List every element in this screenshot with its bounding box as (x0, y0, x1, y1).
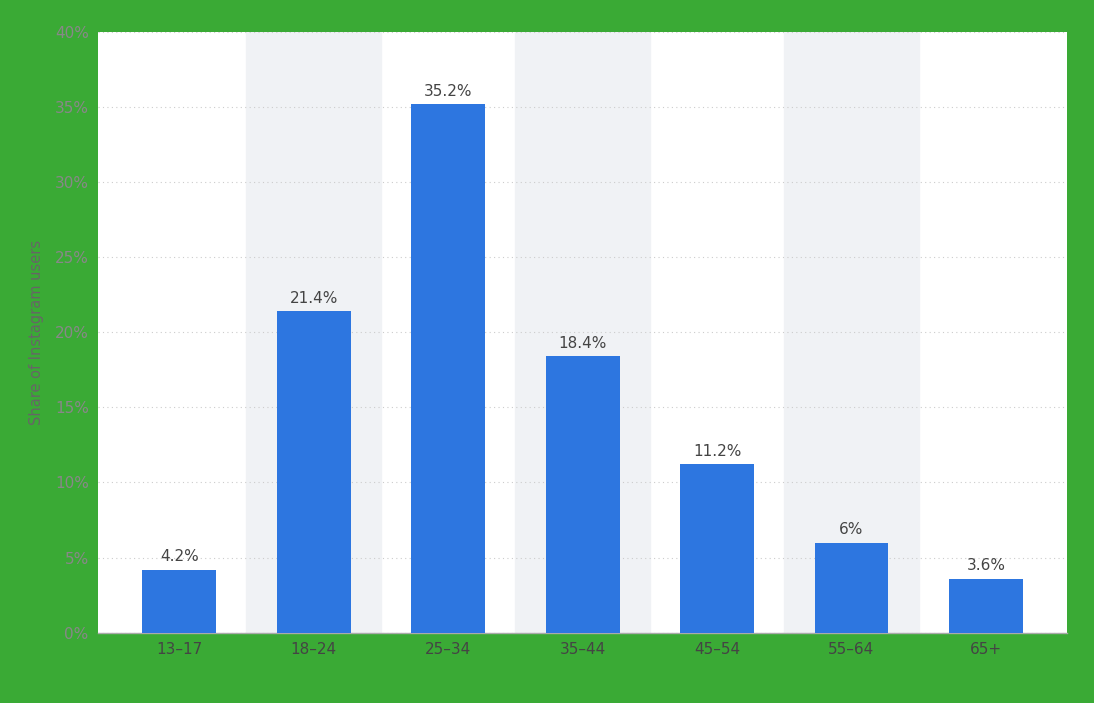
Bar (411, 104, 485, 633)
Bar (515, 32, 650, 633)
Text: 6%: 6% (839, 522, 863, 537)
Bar (815, 543, 888, 633)
Y-axis label: Share of Instagram users: Share of Instagram users (28, 240, 44, 425)
Text: 11.2%: 11.2% (693, 444, 742, 459)
Text: 35.2%: 35.2% (423, 84, 473, 98)
Text: 3.6%: 3.6% (966, 558, 1005, 574)
Bar (784, 32, 919, 633)
Bar (277, 311, 350, 633)
Bar (142, 569, 217, 633)
Text: 4.2%: 4.2% (160, 549, 198, 565)
Bar (680, 465, 754, 633)
Text: 21.4%: 21.4% (290, 291, 338, 306)
Bar (546, 356, 619, 633)
Bar (948, 579, 1023, 633)
Text: 18.4%: 18.4% (558, 336, 607, 351)
Bar (246, 32, 381, 633)
